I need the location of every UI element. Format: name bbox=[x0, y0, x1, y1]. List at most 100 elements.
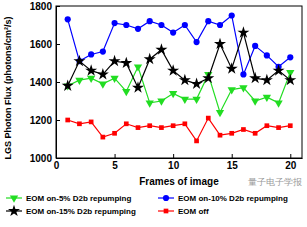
data-point bbox=[136, 125, 141, 130]
x-axis: 0 5 10 15 20 bbox=[54, 154, 303, 171]
x-tick-mark bbox=[232, 154, 233, 158]
annotation: 量子电子学报 bbox=[248, 177, 302, 187]
y-tick-label: 1800 bbox=[30, 1, 53, 12]
data-point bbox=[65, 16, 71, 22]
data-point bbox=[192, 97, 200, 104]
data-point bbox=[287, 54, 293, 60]
data-point bbox=[144, 53, 156, 64]
data-point bbox=[226, 62, 238, 73]
data-point bbox=[110, 76, 118, 83]
data-point bbox=[147, 18, 153, 24]
data-point bbox=[252, 43, 258, 49]
data-point bbox=[170, 30, 176, 36]
data-point bbox=[205, 18, 211, 24]
data-point bbox=[73, 55, 85, 66]
series-line bbox=[68, 67, 291, 113]
data-point bbox=[87, 76, 95, 83]
data-point bbox=[134, 64, 142, 71]
legend-item: EOM on-10% D2b repumping bbox=[158, 194, 288, 203]
data-point bbox=[274, 100, 282, 107]
data-point bbox=[191, 78, 203, 89]
x-tick-mark bbox=[173, 154, 174, 158]
data-point bbox=[264, 52, 270, 58]
x-tick-label: 15 bbox=[227, 160, 239, 171]
x-tick: 20 bbox=[285, 154, 297, 171]
data-point bbox=[132, 81, 144, 92]
data-point bbox=[214, 38, 226, 49]
data-point bbox=[237, 26, 249, 37]
plot-area bbox=[62, 12, 297, 143]
data-point bbox=[229, 12, 235, 18]
y-tick-mark bbox=[56, 44, 60, 45]
data-point bbox=[263, 95, 271, 102]
data-point bbox=[229, 131, 234, 136]
x-axis-title: Frames of image bbox=[139, 176, 219, 187]
data-point bbox=[75, 78, 83, 85]
data-point bbox=[77, 121, 82, 126]
y-tick: 1400 bbox=[30, 77, 60, 88]
x-tick-label: 20 bbox=[285, 160, 297, 171]
data-point bbox=[261, 74, 273, 85]
series-line bbox=[68, 33, 291, 88]
series-line bbox=[68, 16, 291, 75]
y-axis: 1000 1200 1400 1600 1800 bbox=[30, 1, 60, 164]
data-point bbox=[284, 74, 296, 85]
data-point bbox=[167, 64, 179, 75]
y-tick-label: 1000 bbox=[30, 153, 53, 164]
legend-label: EOM off bbox=[178, 207, 209, 216]
x-tick-label: 0 bbox=[54, 160, 60, 171]
data-point bbox=[216, 110, 224, 117]
data-point bbox=[239, 85, 247, 92]
data-point bbox=[88, 51, 94, 57]
y-tick: 1200 bbox=[30, 115, 60, 126]
data-point bbox=[109, 55, 121, 66]
data-point bbox=[101, 135, 106, 140]
legend: EOM on-5% D2b repumping EOM on-10% D2b re… bbox=[6, 194, 288, 216]
data-point bbox=[157, 99, 165, 106]
legend-item: EOM on-5% D2b repumping bbox=[6, 194, 131, 203]
legend-item: EOM on-15% D2b repumping bbox=[6, 205, 136, 216]
data-point bbox=[202, 72, 214, 83]
data-point bbox=[89, 120, 94, 125]
data-point bbox=[241, 127, 246, 132]
y-tick-mark bbox=[56, 82, 60, 83]
y-tick-label: 1400 bbox=[30, 77, 53, 88]
legend-label: EOM on-15% D2b repumping bbox=[26, 207, 136, 216]
y-tick: 1800 bbox=[30, 1, 60, 12]
legend-item: EOM off bbox=[158, 207, 209, 216]
legend-marker bbox=[8, 205, 20, 216]
data-point bbox=[288, 123, 293, 128]
x-axis-line bbox=[57, 158, 303, 159]
data-point bbox=[123, 22, 129, 28]
y-tick-mark bbox=[56, 120, 60, 121]
legend-label: EOM on-10% D2b repumping bbox=[178, 194, 288, 203]
x-tick-mark bbox=[115, 154, 116, 158]
data-point bbox=[85, 64, 97, 75]
data-point bbox=[276, 125, 281, 130]
x-tick-mark bbox=[290, 154, 291, 158]
data-point bbox=[100, 49, 106, 55]
data-point bbox=[240, 71, 246, 77]
x-tick: 15 bbox=[227, 154, 239, 171]
data-point bbox=[253, 131, 258, 136]
x-tick-label: 10 bbox=[168, 160, 180, 171]
data-point bbox=[146, 100, 154, 107]
legend-marker bbox=[163, 195, 169, 201]
y-tick-mark bbox=[56, 158, 60, 159]
data-point bbox=[251, 99, 259, 106]
y-tick: 1600 bbox=[30, 39, 60, 50]
data-point bbox=[194, 139, 199, 144]
data-point bbox=[147, 123, 152, 128]
data-point bbox=[122, 89, 130, 96]
data-point bbox=[99, 81, 107, 88]
data-point bbox=[228, 87, 236, 94]
y-axis-title: LGS Photon Flux (photons/cm²/s) bbox=[3, 17, 13, 160]
data-point bbox=[217, 22, 223, 28]
data-point bbox=[159, 125, 164, 130]
x-tick-label: 5 bbox=[112, 160, 118, 171]
legend-marker bbox=[10, 196, 18, 203]
data-point bbox=[65, 118, 70, 123]
data-point bbox=[120, 57, 132, 68]
data-point bbox=[155, 43, 167, 54]
y-tick-label: 1200 bbox=[30, 115, 53, 126]
